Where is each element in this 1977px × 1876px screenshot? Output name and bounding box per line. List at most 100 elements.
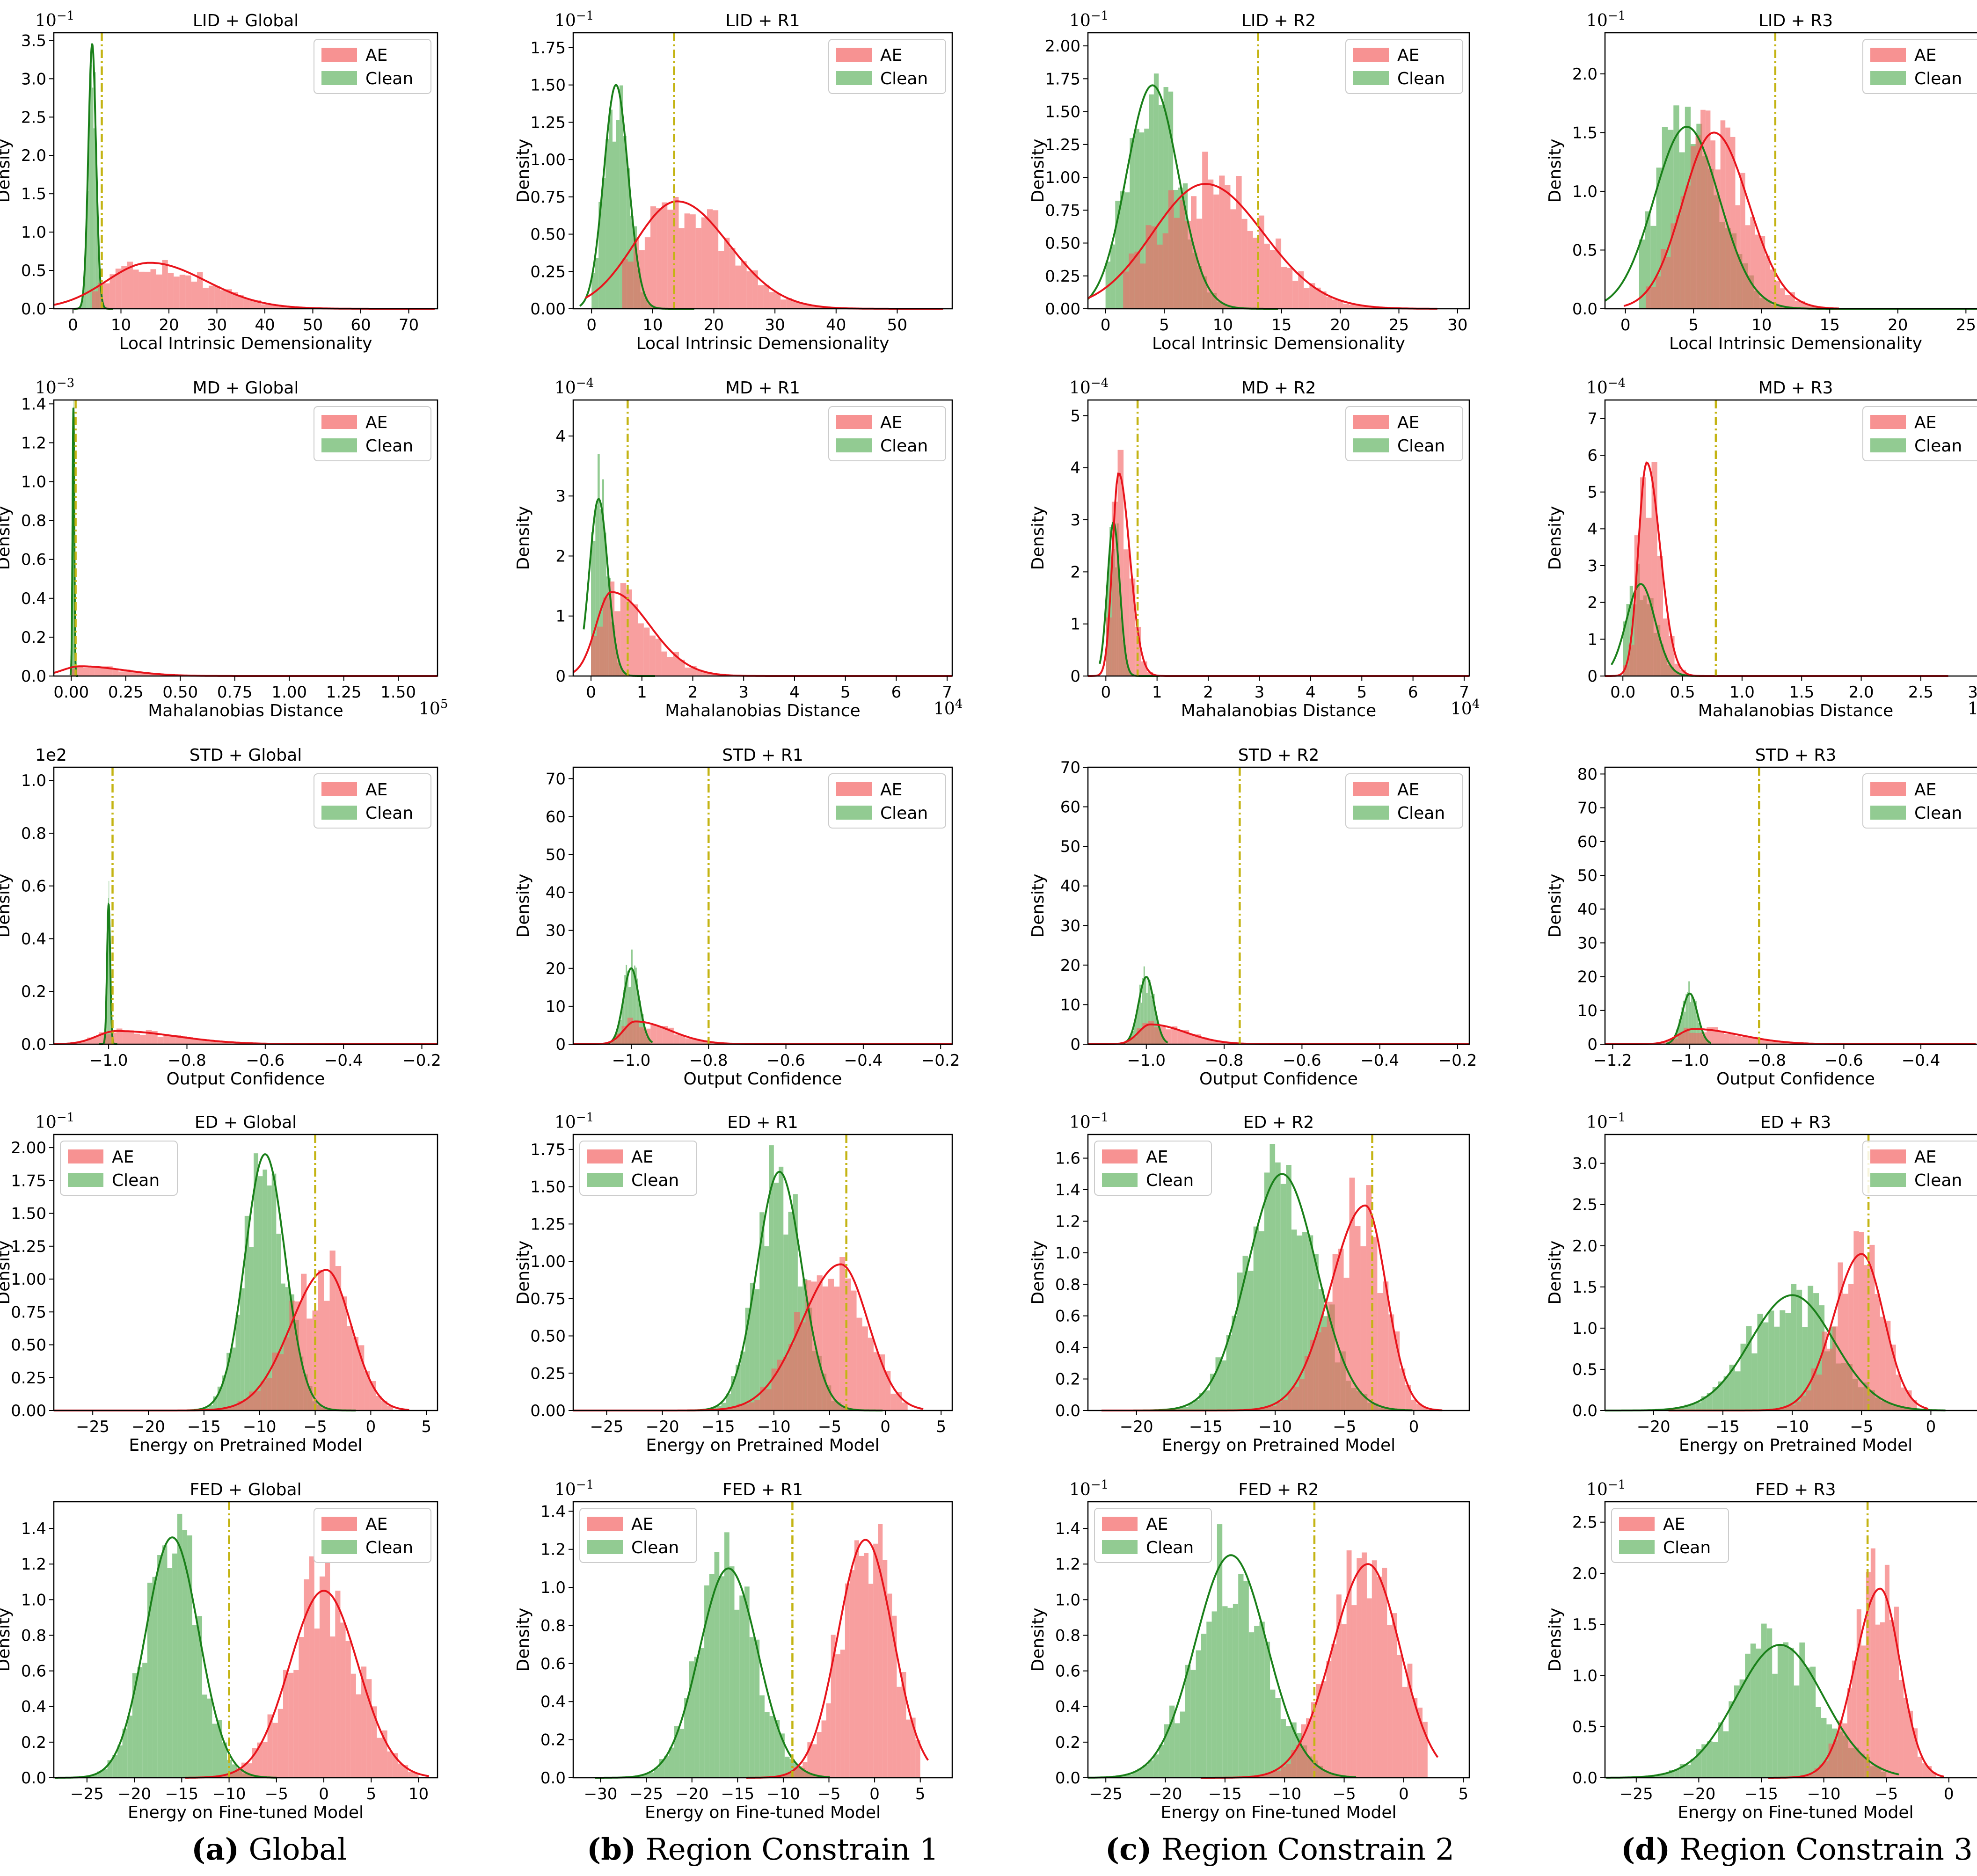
clean-bar [1816, 1707, 1821, 1778]
chart-title: LID + R2 [1241, 11, 1316, 30]
clean-bar [1679, 1764, 1685, 1778]
legend-ae-swatch [836, 48, 872, 62]
clean-bar [632, 970, 634, 1044]
x-tick-label: 15 [1820, 316, 1840, 334]
clean-bar [207, 1698, 212, 1778]
y-tick-label: 0.4 [21, 1698, 46, 1716]
ae-bar [109, 274, 116, 309]
legend-clean-label: Clean [1914, 436, 1962, 456]
y-tick-label: 2 [1587, 594, 1598, 612]
ae-bar [1913, 1728, 1918, 1778]
y-tick-label: 2 [1070, 563, 1080, 582]
ae-bar [260, 1381, 267, 1411]
y-tick-label: 1.4 [21, 1520, 46, 1538]
ae-bar [1366, 1185, 1372, 1411]
clean-bar [1307, 1235, 1313, 1411]
axes-frame [53, 766, 438, 1045]
ae-bar [1765, 255, 1770, 309]
clean-bar [212, 1723, 217, 1778]
chart-title: ED + R2 [1243, 1113, 1314, 1132]
y-axis-label: Density [1546, 874, 1565, 938]
ae-bar [387, 1751, 393, 1778]
clean-bar [1215, 1357, 1221, 1411]
y-tick-label: 20 [1577, 968, 1598, 987]
legend-clean-swatch [587, 1173, 623, 1187]
x-exponent-label: 105 [419, 697, 448, 719]
clean-bar [1227, 1607, 1233, 1778]
clean-bar [1233, 1604, 1239, 1778]
clean-bar [1696, 1749, 1702, 1778]
legend: AE Clean [1345, 406, 1463, 461]
x-axis-label: Output Confidence [1716, 1069, 1875, 1089]
x-tick-label: 2 [688, 683, 698, 702]
ae-bar [1332, 299, 1338, 309]
legend: AE Clean [828, 406, 946, 461]
ae-bar [1663, 618, 1669, 676]
x-tick-label: −30 [584, 1785, 618, 1803]
y-tick-label: 3.0 [1572, 1155, 1598, 1173]
clean-bar [1124, 192, 1130, 309]
clean-bar [1194, 1400, 1199, 1411]
ae-bar [284, 306, 291, 309]
clean-bar [1143, 966, 1145, 1044]
clean-bar [754, 1289, 760, 1411]
clean-bar [222, 1375, 227, 1411]
ae-bar [1265, 1406, 1271, 1411]
legend-clean-swatch [321, 71, 357, 85]
legend-ae-swatch [68, 1149, 103, 1163]
x-tick-label: −25 [1620, 1785, 1653, 1803]
ae-bar [1397, 1655, 1402, 1778]
ae-bar [150, 269, 156, 309]
legend: AE Clean [579, 1141, 697, 1196]
clean-bar [639, 1775, 644, 1778]
ae-bar [655, 639, 662, 676]
ae-bar [845, 1583, 850, 1778]
ae-histogram [1235, 1550, 1428, 1778]
y-tick-label: 6 [1587, 446, 1598, 465]
ae-bar [1157, 244, 1163, 309]
ae-bar [1833, 1740, 1838, 1778]
legend-ae-label: AE [880, 780, 902, 800]
ae-bar [139, 271, 145, 309]
ae-bar [812, 1744, 817, 1778]
clean-bar [591, 532, 593, 676]
ae-bar [1870, 1548, 1875, 1778]
clean-bar [1693, 999, 1695, 1044]
x-tick-label: 4 [1306, 683, 1316, 702]
legend-ae-label: AE [365, 1515, 387, 1534]
ae-bar [1298, 271, 1304, 309]
clean-bar [626, 965, 627, 1044]
y-tick-label: 1.50 [1045, 103, 1080, 122]
y-tick-label: 0.75 [530, 1290, 566, 1309]
ae-bar [1710, 140, 1716, 309]
axis-scale-label: 1e2 [35, 746, 67, 765]
y-tick-label: 0.5 [1572, 1360, 1598, 1379]
ae-bar [1177, 1031, 1183, 1044]
clean-bar [1153, 994, 1155, 1044]
x-tick-label: 0 [586, 316, 597, 334]
ae-bar [608, 582, 615, 676]
ae-bar [906, 1719, 911, 1778]
legend-clean-label: Clean [365, 1538, 413, 1557]
ae-bar [1147, 672, 1153, 676]
ae-bar [1422, 1407, 1428, 1411]
x-tick-label: 70 [399, 316, 419, 334]
x-tick-label: 20 [1330, 316, 1350, 334]
axis-scale-label: 10−4 [554, 376, 594, 398]
clean-bar [729, 1566, 735, 1778]
ae-bar [103, 283, 110, 309]
clean-bar [1796, 1289, 1802, 1411]
ae-bar [1275, 238, 1282, 309]
ae-bar [1805, 304, 1810, 309]
clean-bar [1639, 240, 1645, 309]
clean-bar [132, 1673, 138, 1778]
ae-bar [329, 1251, 336, 1411]
ae-bar [1848, 1284, 1854, 1411]
y-tick-label: 0.5 [1572, 241, 1598, 260]
ae-bar [1715, 169, 1721, 309]
ae-bar [1695, 1033, 1701, 1044]
clean-bar [263, 1169, 268, 1411]
ae-histogram [69, 1028, 281, 1044]
ae-bar [1357, 1558, 1362, 1778]
